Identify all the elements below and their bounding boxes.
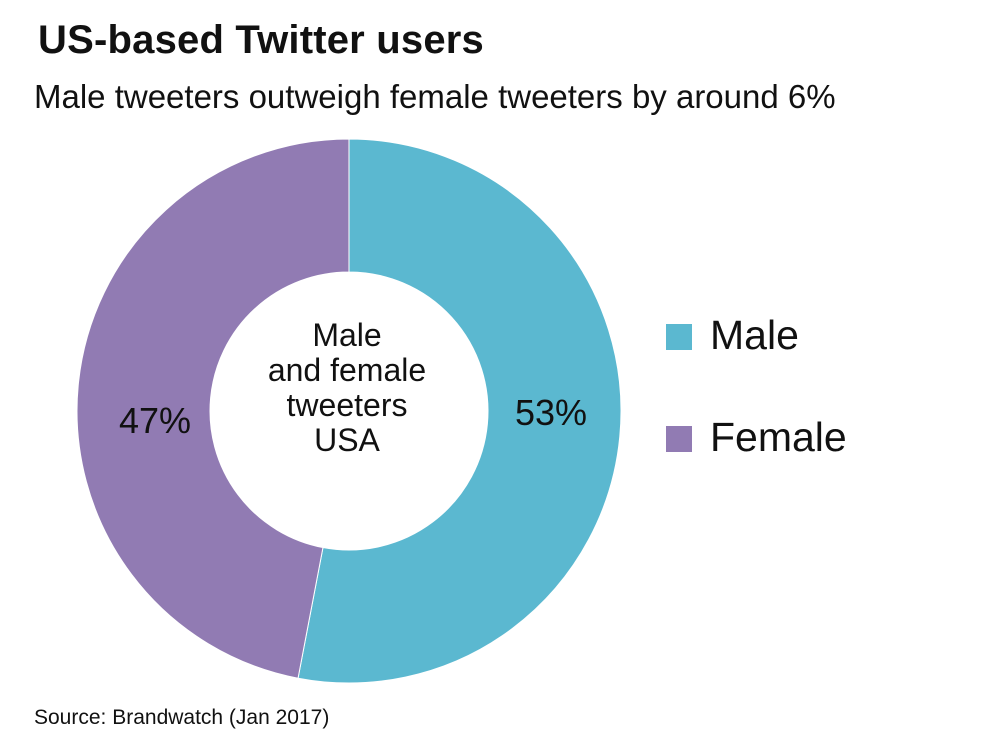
center-label-line: USA: [314, 422, 380, 458]
center-label-line: Male: [312, 317, 382, 353]
donut-center-label: Male and female tweeters USA: [240, 318, 454, 458]
legend-swatch-male: [666, 324, 692, 350]
donut-slice-male: [297, 138, 622, 684]
center-label-line: and female: [267, 352, 427, 388]
chart-source: Source: Brandwatch (Jan 2017): [34, 706, 330, 729]
center-label-line: tweeters: [286, 387, 408, 423]
value-label-female: 47%: [119, 400, 191, 441]
donut-value-labels: 53% 47%: [119, 392, 587, 441]
chart-title: US-based Twitter users: [38, 18, 485, 62]
value-label-male: 53%: [515, 392, 587, 433]
donut-slice-female: [76, 138, 350, 679]
legend-swatch-female: [666, 426, 692, 452]
chart-subtitle: Male tweeters outweigh female tweeters b…: [34, 78, 836, 115]
legend-label-female: Female: [710, 414, 847, 460]
donut-slices: [76, 138, 622, 684]
legend-label-male: Male: [710, 312, 799, 358]
